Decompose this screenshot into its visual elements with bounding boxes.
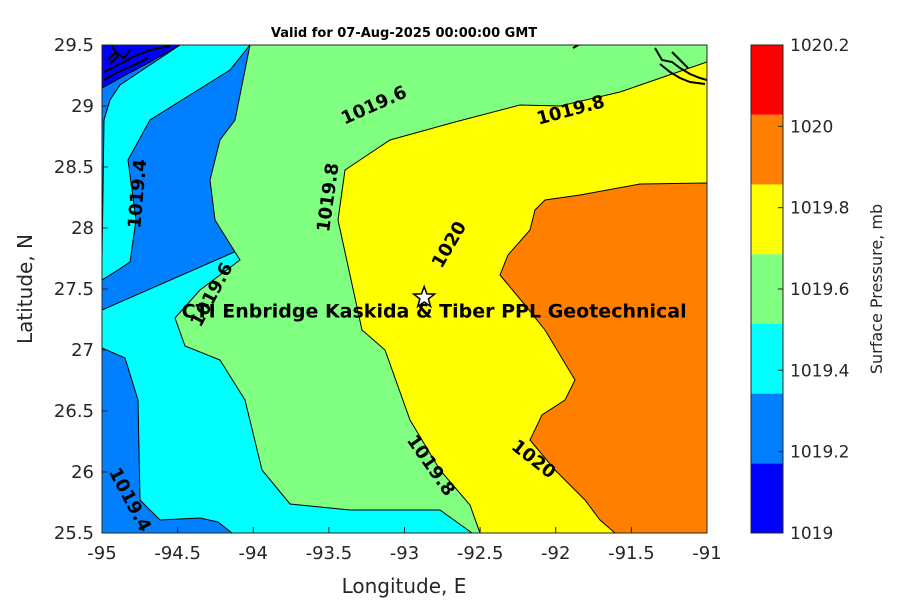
colorbar-swatch [751,323,783,394]
colorbar-swatch [751,254,783,324]
site-star-icon [411,284,437,309]
field-1020-0 [499,182,707,533]
y-tick-label: 27.5 [54,279,94,300]
y-tick-label: 25.5 [54,523,94,544]
x-tick-label: -94.5 [154,543,201,564]
y-tick-label: 29.5 [54,35,94,56]
y-tick-label: 26 [71,462,94,483]
y-tick-label: 28 [71,218,94,239]
colorbar-tick-label: 1019.8 [790,199,849,219]
colorbar-swatch [751,184,783,255]
y-axis-label: Latitude, N [13,234,37,344]
colorbar-tick-label: 1020.2 [790,36,849,56]
x-tick-label: -92 [541,543,570,564]
colorbar-swatch [751,463,783,533]
colorbar-tick-label: 1019.2 [790,443,849,463]
x-tick-label: -93.5 [306,543,353,564]
x-axis-label: Longitude, E [342,574,467,598]
colorbar-tick-label: 1019.6 [790,280,849,300]
colorbar-swatch [751,393,783,464]
y-axis-ticks: 25.5 26 26.5 27 27.5 28 28.5 29 29.5 [54,35,108,544]
y-tick-label: 27 [71,340,94,361]
colorbar-swatch [751,45,783,115]
map-title: Valid for 07-Aug-2025 00:00:00 GMT [271,26,537,41]
x-tick-label: -91.5 [608,543,655,564]
colorbar-label: Surface Pressure, mb [867,204,886,374]
y-tick-label: 28.5 [54,157,94,178]
contour-fields [102,45,707,533]
x-tick-label: -94 [239,543,268,564]
colorbar-swatch [751,114,783,185]
x-tick-label: -93 [390,543,419,564]
x-axis-ticks: -95 -94.5 -94 -93.5 -93 -92.5 -92 -91.5 -91 [87,527,722,564]
colorbar-tick-label: 1019.4 [790,361,849,381]
colorbar-tick-label: 1019 [790,524,833,544]
site-layer: CTI Enbridge Kaskida & Tiber PPL Geotech… [182,284,687,323]
x-tick-label: -92.5 [457,543,504,564]
y-tick-label: 29 [71,96,94,117]
y-tick-label: 26.5 [54,401,94,422]
colorbar: 1020.2 1020 1019.8 1019.6 1019.4 1019.2 1019 [750,36,849,544]
coastline [103,45,707,85]
x-tick-label: -95 [87,543,116,564]
site-label: CTI Enbridge Kaskida & Tiber PPL Geotech… [182,301,687,323]
colorbar-tick-label: 1020 [790,117,833,137]
x-tick-label: -91 [692,543,721,564]
